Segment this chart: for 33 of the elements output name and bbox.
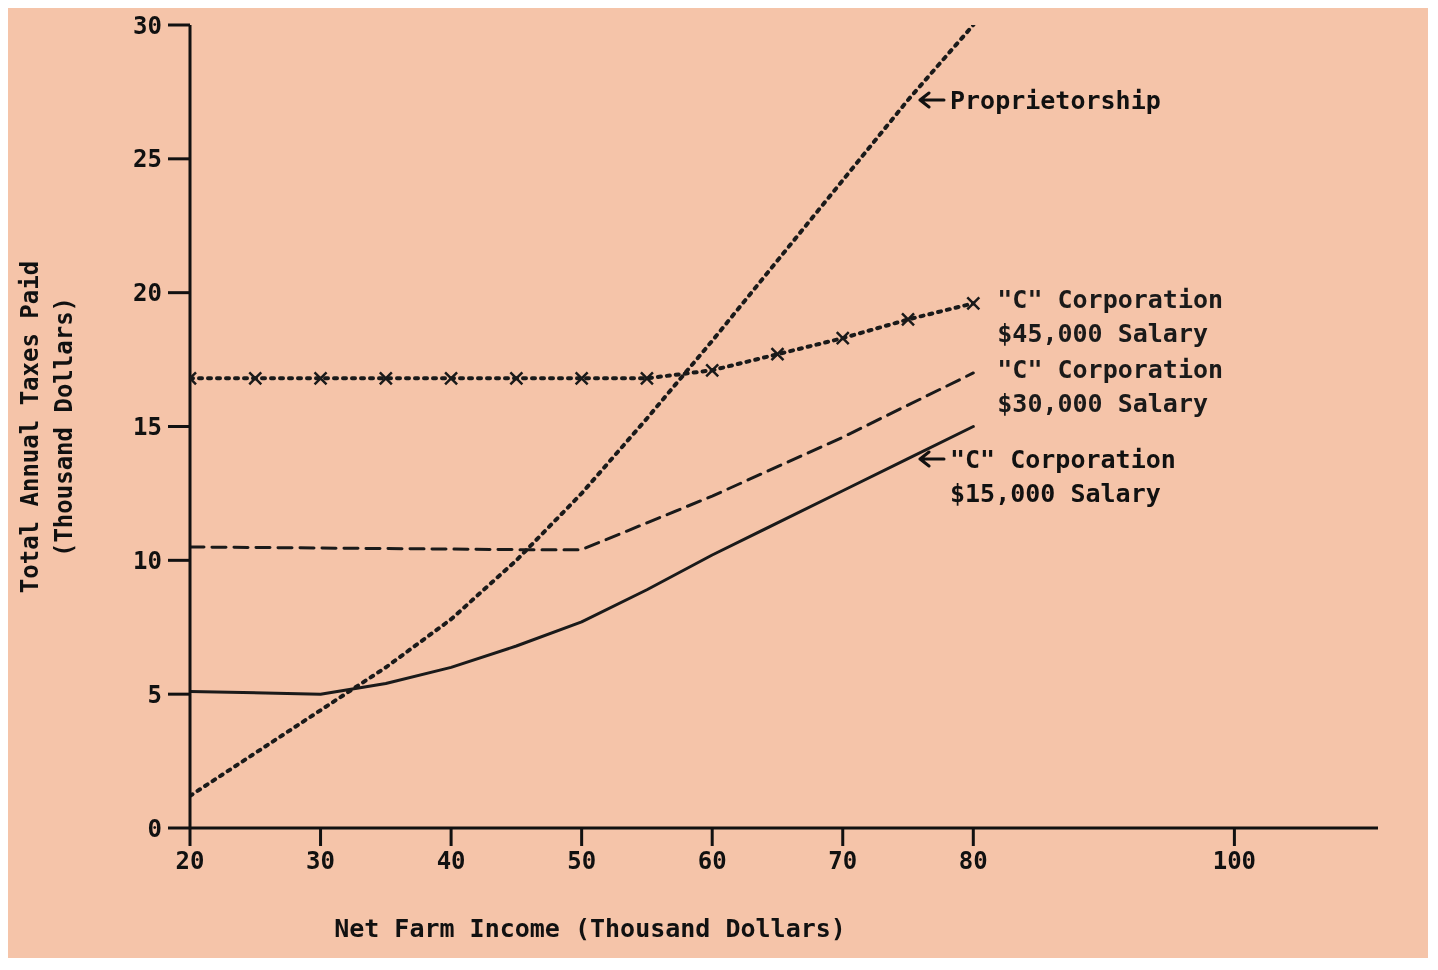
point: [443, 371, 459, 386]
x-tick-label: 70: [828, 847, 858, 876]
x-tick-label: 60: [697, 847, 727, 876]
x-tick-label: 20: [175, 847, 205, 876]
point: [509, 371, 524, 386]
point: [835, 330, 850, 346]
y-tick-label: 30: [133, 11, 162, 40]
y-tick-label: 20: [133, 279, 162, 308]
series-label: "C" Corporation $30,000 Salary: [997, 353, 1225, 420]
y-axis-title: Total Annual Taxes Paid (Thousand Dollars): [15, 259, 79, 595]
x-axis-title: Net Farm Income (Thousand Dollars): [333, 914, 847, 943]
point: [639, 371, 655, 386]
point: [900, 312, 916, 327]
y-tick-label: 10: [133, 546, 162, 575]
x-tick-label: 30: [306, 847, 335, 876]
x-tick-label: 50: [567, 847, 597, 876]
x-tick-label: 100: [1212, 847, 1257, 876]
point: [574, 371, 589, 386]
x-tick-label: 40: [436, 847, 466, 876]
point: [966, 296, 981, 311]
x-tick-label: 80: [958, 847, 988, 876]
point: [248, 371, 263, 386]
point: [313, 371, 328, 386]
point: [378, 371, 394, 386]
series-label: "C" Corporation $45,000 Salary: [997, 284, 1225, 351]
annotation: Proprietorship: [950, 84, 1162, 117]
y-tick-label: 15: [133, 413, 162, 442]
y-tick-label: 25: [133, 145, 162, 174]
y-tick-label: 0: [147, 814, 162, 843]
y-tick-label: 5: [147, 680, 162, 709]
point: [770, 346, 785, 362]
annotation: "C" Corporation $15,000 Salary: [950, 443, 1177, 510]
point: [704, 363, 720, 378]
